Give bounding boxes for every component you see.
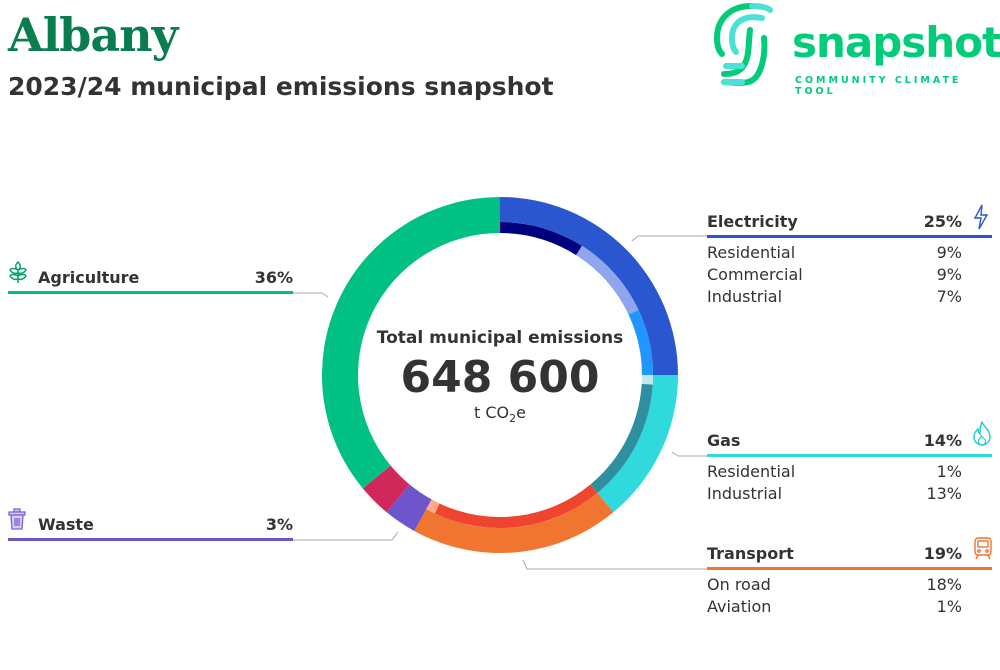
agriculture-connector bbox=[293, 292, 329, 298]
outer-ring bbox=[322, 197, 678, 553]
logo-wordmark: snapshot bbox=[792, 18, 1000, 67]
category-label: Electricity bbox=[707, 212, 798, 231]
slice-electricity bbox=[500, 197, 678, 375]
slice-gas bbox=[597, 375, 678, 513]
page-subtitle: 2023/24 municipal emissions snapshot bbox=[8, 72, 554, 101]
center-label: Total municipal emissions bbox=[376, 328, 624, 348]
logo-fingerprint-icon bbox=[713, 3, 773, 86]
sub-row: Residential 9% bbox=[707, 243, 962, 262]
subslice-electricity-commercial bbox=[576, 245, 639, 315]
sub-row: Residential 1% bbox=[707, 462, 962, 481]
category-label: Gas bbox=[707, 431, 741, 450]
logo-tagline: COMMUNITY CLIMATE TOOL bbox=[795, 75, 962, 97]
slice-waste bbox=[386, 484, 432, 531]
subslice-gas-residential bbox=[641, 375, 653, 385]
sub-row: Industrial 13% bbox=[707, 484, 962, 503]
category-pct: 3% bbox=[265, 515, 293, 534]
gas-connector bbox=[671, 451, 707, 457]
subslice-gas-industrial bbox=[590, 383, 653, 493]
subslice-electricity-residential bbox=[500, 222, 582, 256]
category-pct: 14% bbox=[923, 431, 962, 450]
slice-agriculture bbox=[322, 197, 500, 489]
inner-ring bbox=[426, 222, 653, 528]
category-waste: Waste 3% bbox=[8, 508, 293, 541]
category-label: Waste bbox=[38, 515, 94, 534]
total-emissions-value: 648 600 bbox=[400, 352, 600, 403]
page-title: Albany bbox=[8, 8, 178, 62]
wheat-icon bbox=[9, 260, 27, 283]
sub-row: Commercial 9% bbox=[707, 265, 962, 284]
category-pct: 19% bbox=[923, 544, 962, 563]
waste-connector bbox=[293, 531, 399, 541]
subslice-transport-aviation bbox=[426, 499, 440, 514]
category-pct: 25% bbox=[923, 212, 962, 231]
subslice-transport-on-road bbox=[434, 484, 598, 528]
category-transport: Transport 19% On road 18% Aviation 1% bbox=[707, 537, 992, 618]
category-pct: 36% bbox=[254, 268, 293, 287]
category-label: Agriculture bbox=[38, 268, 140, 287]
transport-connector bbox=[522, 559, 707, 570]
slice-unlabelled bbox=[362, 465, 410, 513]
sub-row: Industrial 7% bbox=[707, 287, 962, 306]
trash-icon bbox=[8, 508, 26, 530]
electricity-connector bbox=[631, 235, 707, 242]
flame-icon bbox=[973, 421, 991, 446]
category-label: Transport bbox=[707, 544, 794, 563]
category-agriculture: Agriculture 36% bbox=[8, 260, 293, 294]
subslice-electricity-industrial bbox=[628, 309, 653, 375]
sub-row: Aviation 1% bbox=[707, 597, 962, 616]
lightning-icon bbox=[973, 204, 989, 230]
train-icon bbox=[974, 537, 992, 560]
category-electricity: Electricity 25% Residential 9% Commercial 9… bbox=[707, 204, 992, 308]
category-gas: Gas 14% Residential 1% Industrial 13% bbox=[707, 421, 992, 505]
emissions-unit: t CO2e bbox=[474, 403, 526, 426]
sub-row: On road 18% bbox=[707, 575, 962, 594]
slice-transport bbox=[414, 492, 614, 553]
